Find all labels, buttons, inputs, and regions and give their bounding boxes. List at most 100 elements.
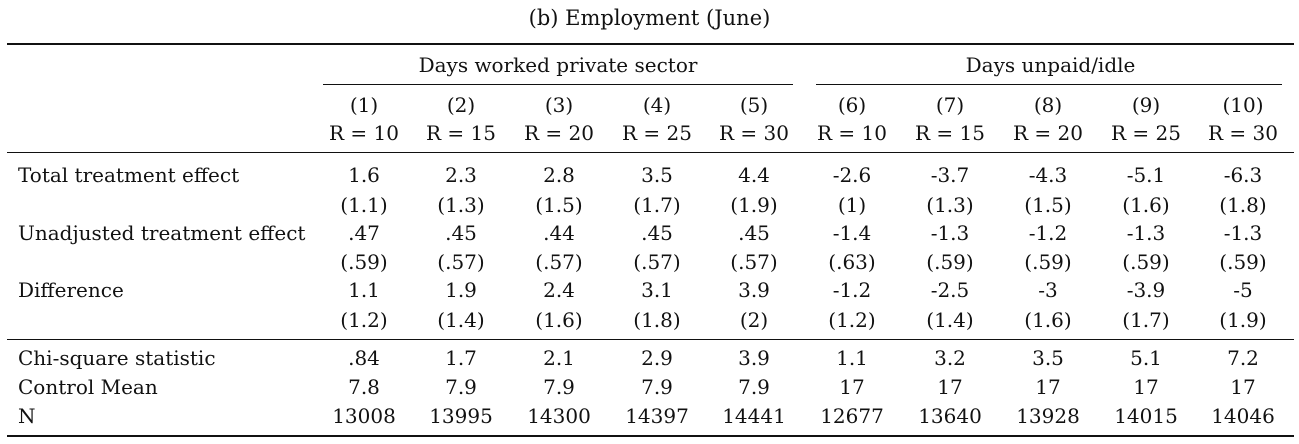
table-cell: 2.1 bbox=[543, 346, 575, 370]
table-cell: (.59) bbox=[340, 250, 388, 274]
table-cell: 3.9 bbox=[738, 346, 770, 370]
group-underline-private-sector bbox=[323, 84, 793, 85]
table-cell: (1.5) bbox=[1024, 193, 1072, 217]
table-cell: 7.9 bbox=[445, 375, 477, 399]
table-cell: 17 bbox=[1133, 375, 1159, 399]
table-cell: (2) bbox=[739, 308, 769, 332]
table-cell: (1.4) bbox=[926, 308, 974, 332]
column-number-header: (6) bbox=[837, 93, 867, 117]
table-cell: 7.9 bbox=[543, 375, 575, 399]
column-r-header: R = 20 bbox=[1013, 121, 1083, 145]
table-cell: 13640 bbox=[918, 404, 982, 428]
table-cell: .84 bbox=[348, 346, 380, 370]
group-underline-unpaid-idle bbox=[816, 84, 1282, 85]
table-cell: 3.2 bbox=[934, 346, 966, 370]
table-cell: 1.9 bbox=[445, 278, 477, 302]
column-number-header: (9) bbox=[1131, 93, 1161, 117]
table-cell: 5.1 bbox=[1130, 346, 1162, 370]
top-rule bbox=[7, 43, 1294, 45]
row-label: Difference bbox=[18, 278, 124, 302]
table-cell: .45 bbox=[641, 221, 673, 245]
row-label: N bbox=[18, 404, 36, 428]
table-cell: (.59) bbox=[1122, 250, 1170, 274]
row-label: Unadjusted treatment effect bbox=[18, 221, 306, 245]
table-cell: (.57) bbox=[633, 250, 681, 274]
table-cell: (1.7) bbox=[633, 193, 681, 217]
table-cell: 3.5 bbox=[641, 163, 673, 187]
row-label: Total treatment effect bbox=[18, 163, 240, 187]
row-label: Control Mean bbox=[18, 375, 158, 399]
table-cell: 14397 bbox=[625, 404, 689, 428]
group-label-unpaid-idle: Days unpaid/idle bbox=[965, 53, 1136, 77]
table-cell: 3.9 bbox=[738, 278, 770, 302]
table-cell: .45 bbox=[738, 221, 770, 245]
table-cell: 14015 bbox=[1114, 404, 1178, 428]
table-cell: 14300 bbox=[527, 404, 591, 428]
table-cell: 2.9 bbox=[641, 346, 673, 370]
table-cell: 2.4 bbox=[543, 278, 575, 302]
table-cell: 17 bbox=[937, 375, 963, 399]
table-cell: -5 bbox=[1233, 278, 1253, 302]
column-r-header: R = 15 bbox=[426, 121, 496, 145]
table-cell: -4.3 bbox=[1028, 163, 1068, 187]
table-cell: (.59) bbox=[1024, 250, 1072, 274]
table-cell: -5.1 bbox=[1126, 163, 1166, 187]
table-cell: 7.8 bbox=[348, 375, 380, 399]
table-cell: (1.2) bbox=[828, 308, 876, 332]
column-number-header: (7) bbox=[935, 93, 965, 117]
header-rule bbox=[7, 152, 1294, 153]
table-cell: -1.4 bbox=[832, 221, 872, 245]
table-cell: .45 bbox=[445, 221, 477, 245]
table-cell: -1.2 bbox=[832, 278, 872, 302]
table-cell: 2.3 bbox=[445, 163, 477, 187]
table-cell: 17 bbox=[1230, 375, 1256, 399]
table-cell: (.57) bbox=[437, 250, 485, 274]
table-caption: (b) Employment (June) bbox=[528, 6, 771, 30]
table-cell: 1.1 bbox=[836, 346, 868, 370]
column-number-header: (10) bbox=[1222, 93, 1264, 117]
table-cell: -3.9 bbox=[1126, 278, 1166, 302]
table-cell: -1.2 bbox=[1028, 221, 1068, 245]
table-cell: .44 bbox=[543, 221, 575, 245]
table-cell: -3 bbox=[1038, 278, 1058, 302]
column-r-header: R = 30 bbox=[1208, 121, 1278, 145]
table-cell: (1.9) bbox=[1219, 308, 1267, 332]
table-cell: 13995 bbox=[429, 404, 493, 428]
group-label-private-sector: Days worked private sector bbox=[418, 53, 698, 77]
table-cell: -1.3 bbox=[1223, 221, 1263, 245]
table-cell: -3.7 bbox=[930, 163, 970, 187]
column-r-header: R = 25 bbox=[1111, 121, 1181, 145]
table-cell: (1.4) bbox=[437, 308, 485, 332]
column-r-header: R = 15 bbox=[915, 121, 985, 145]
table-cell: -2.5 bbox=[930, 278, 970, 302]
column-r-header: R = 20 bbox=[524, 121, 594, 145]
column-r-header: R = 10 bbox=[817, 121, 887, 145]
table-cell: 2.8 bbox=[543, 163, 575, 187]
table-cell: .47 bbox=[348, 221, 380, 245]
column-number-header: (1) bbox=[349, 93, 379, 117]
table-cell: 13008 bbox=[332, 404, 396, 428]
table-cell: 4.4 bbox=[738, 163, 770, 187]
table-cell: 1.7 bbox=[445, 346, 477, 370]
table-cell: (.59) bbox=[926, 250, 974, 274]
column-number-header: (5) bbox=[739, 93, 769, 117]
table-cell: -1.3 bbox=[1126, 221, 1166, 245]
table-cell: 3.5 bbox=[1032, 346, 1064, 370]
column-number-header: (8) bbox=[1033, 93, 1063, 117]
table-cell: 1.1 bbox=[348, 278, 380, 302]
table-cell: (1.1) bbox=[340, 193, 388, 217]
table-cell: 14046 bbox=[1211, 404, 1275, 428]
column-r-header: R = 10 bbox=[329, 121, 399, 145]
table-cell: (1.6) bbox=[535, 308, 583, 332]
table-cell: (1.7) bbox=[1122, 308, 1170, 332]
table-cell: (.59) bbox=[1219, 250, 1267, 274]
column-number-header: (4) bbox=[642, 93, 672, 117]
table-cell: (1.5) bbox=[535, 193, 583, 217]
table-cell: (1.6) bbox=[1024, 308, 1072, 332]
table-cell: 7.9 bbox=[641, 375, 673, 399]
table-cell: (1.8) bbox=[633, 308, 681, 332]
table-cell: (.63) bbox=[828, 250, 876, 274]
table-cell: 7.9 bbox=[738, 375, 770, 399]
table-cell: (1.8) bbox=[1219, 193, 1267, 217]
stats-rule bbox=[7, 339, 1294, 340]
